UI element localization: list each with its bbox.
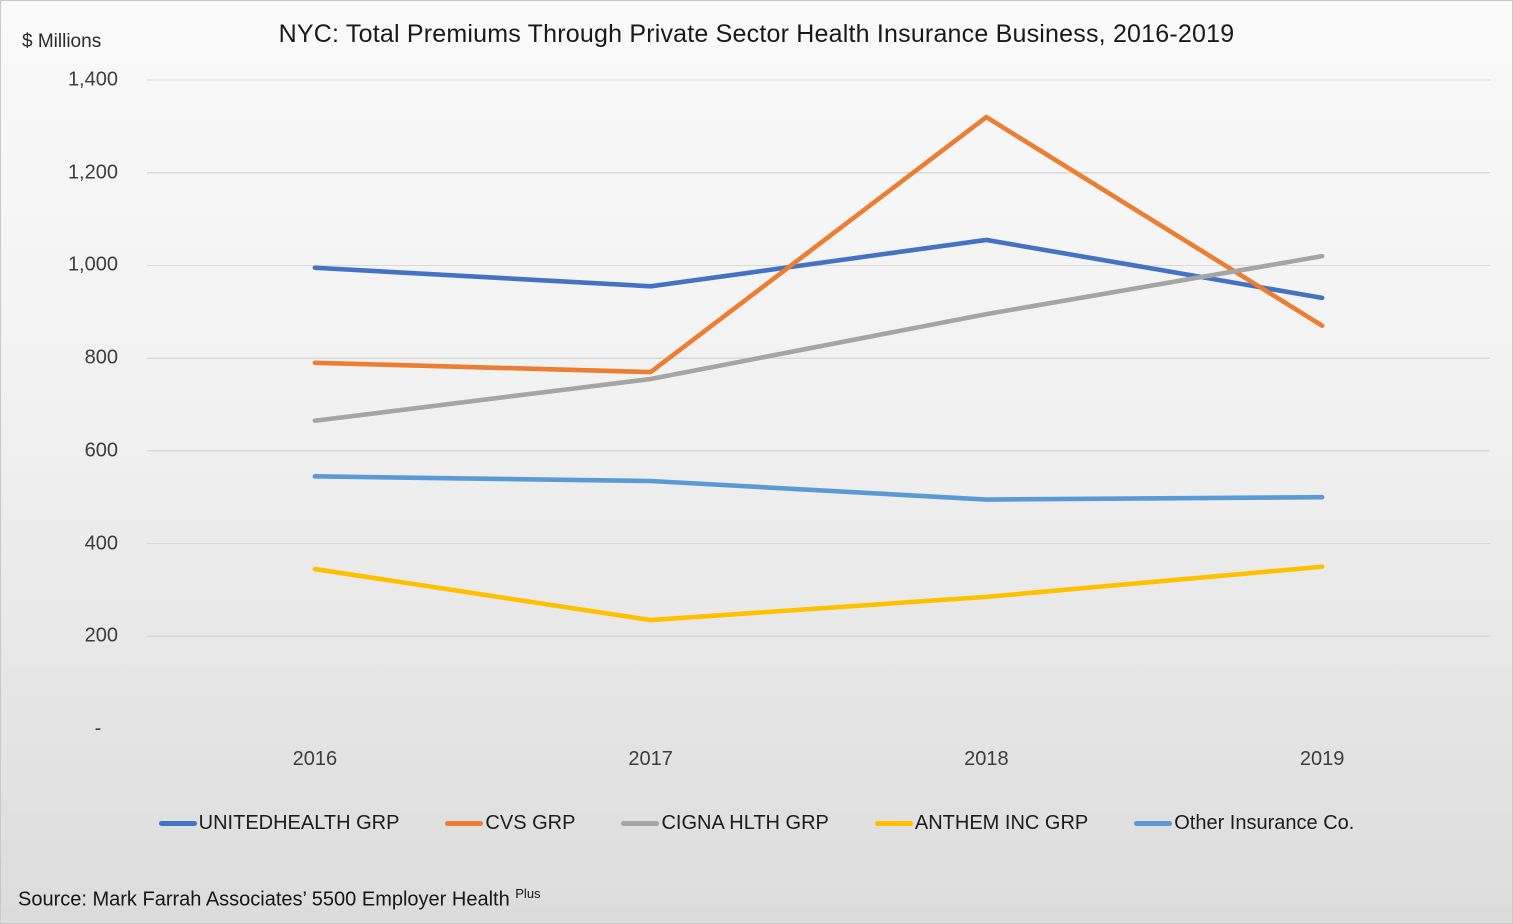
legend-swatch-anthem-inc-grp	[874, 821, 913, 826]
legend-label-other-insurance-co: Other Insurance Co.	[1174, 812, 1355, 834]
x-tick-label-2017: 2017	[628, 748, 673, 770]
legend-item-unitedhealth-grp: UNITEDHEALTH GRP	[158, 812, 400, 835]
legend-item-cvs-grp: CVS GRP	[445, 812, 575, 835]
series-line-other-insurance-co	[312, 474, 1325, 502]
legend-swatch-other-insurance-co	[1134, 821, 1173, 826]
legend-item-other-insurance-co: Other Insurance Co.	[1134, 812, 1354, 835]
legend-swatch-cvs-grp	[445, 821, 484, 826]
legend-label-unitedhealth-grp: UNITEDHEALTH GRP	[198, 812, 400, 834]
legend-swatch-unitedhealth-grp	[158, 821, 197, 826]
series-line-cvs-grp	[312, 114, 1325, 375]
y-tick-label-200: 200	[84, 624, 118, 647]
y-tick-label-600: 600	[84, 439, 118, 462]
legend-item-cigna-hlth-grp: CIGNA HLTH GRP	[621, 812, 829, 835]
plot-area	[147, 79, 1490, 637]
legend-label-cvs-grp: CVS GRP	[485, 812, 576, 834]
legend-item-anthem-inc-grp: ANTHEM INC GRP	[874, 812, 1089, 835]
x-tick-label-2018: 2018	[964, 748, 1009, 770]
series-line-anthem-inc-grp	[312, 564, 1325, 623]
legend-label-cigna-hlth-grp: CIGNA HLTH GRP	[661, 812, 829, 834]
source-note: Source: Mark Farrah Associates’ 5500 Emp…	[18, 886, 541, 912]
x-tick-label-2019: 2019	[1299, 748, 1345, 770]
y-tick-label-0: -	[94, 717, 118, 740]
series-line-cigna-hlth-grp	[312, 253, 1325, 424]
y-tick-label-1400: 1,400	[67, 68, 118, 91]
x-tick-label-2016: 2016	[292, 748, 338, 770]
y-tick-label-800: 800	[84, 346, 118, 369]
y-axis-unit-label: $ Millions	[22, 31, 102, 52]
y-tick-label-1000: 1,000	[67, 253, 118, 276]
legend-label-anthem-inc-grp: ANTHEM INC GRP	[914, 812, 1089, 834]
series-line-unitedhealth-grp	[312, 237, 1325, 301]
chart-title: NYC: Total Premiums Through Private Sect…	[278, 20, 1235, 48]
chart-legend: UNITEDHEALTH GRP CVS GRP CIGNA HLTH GRP ANT…	[0, 812, 1513, 835]
y-tick-label-400: 400	[84, 532, 118, 555]
y-tick-label-1200: 1,200	[67, 161, 118, 184]
legend-swatch-cigna-hlth-grp	[621, 821, 660, 826]
source-superscript: Plus	[515, 886, 541, 901]
source-text: Source: Mark Farrah Associates’ 5500 Emp…	[18, 888, 516, 911]
